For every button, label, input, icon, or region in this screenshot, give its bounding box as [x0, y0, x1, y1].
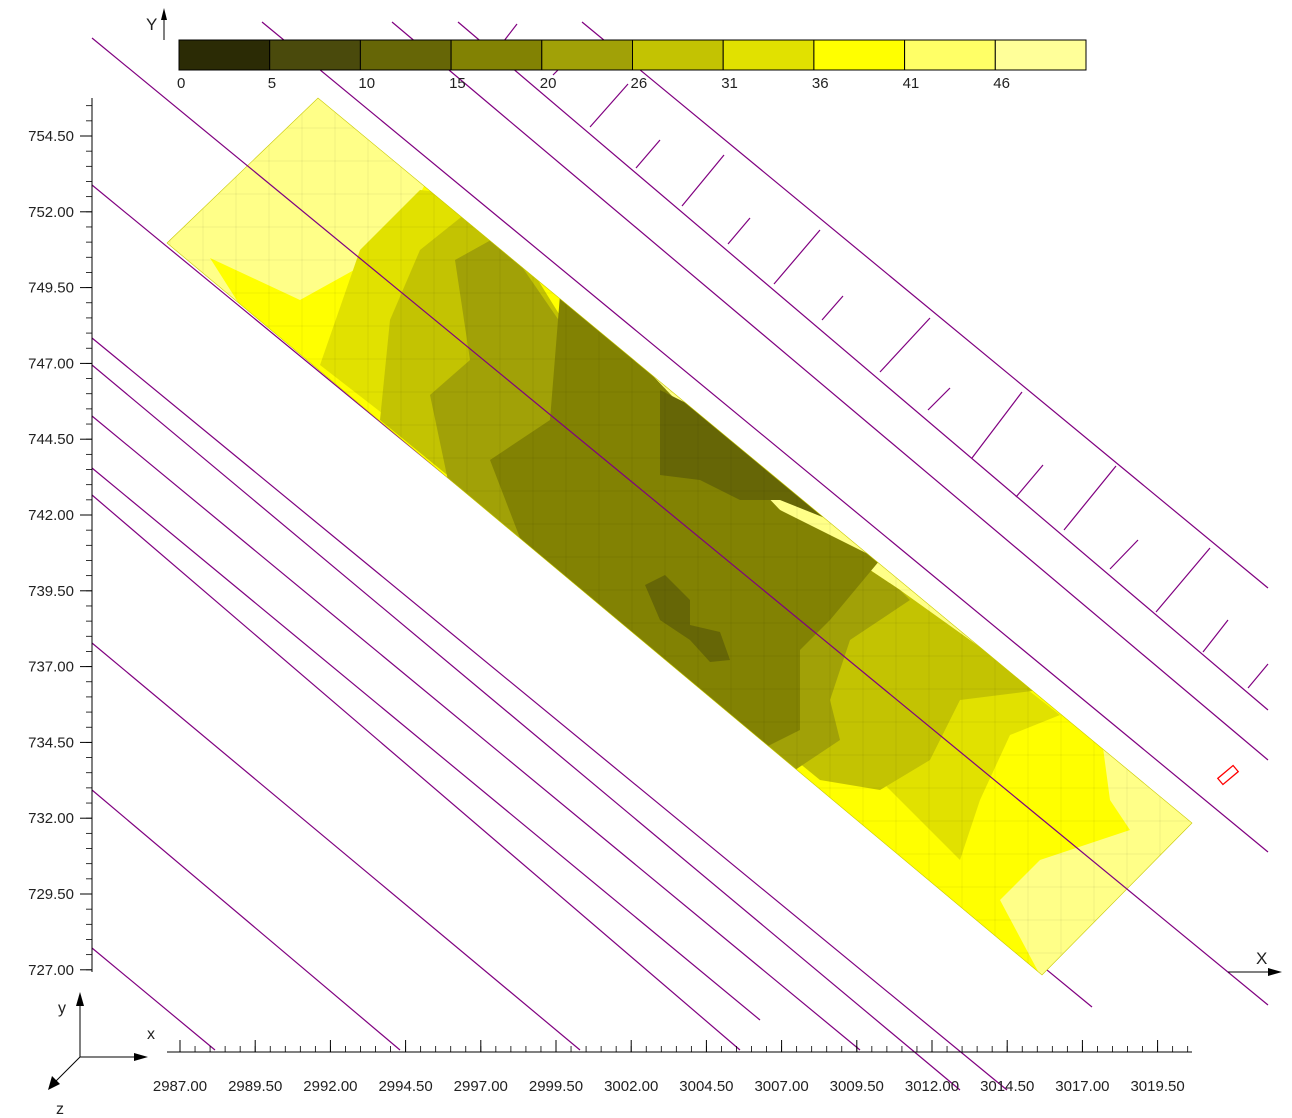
contour-field [167, 98, 1192, 975]
colorbar-label: 15 [449, 75, 466, 92]
x-axis-label: X [1256, 949, 1267, 968]
y-axis-label: Y [146, 15, 157, 34]
colorbar-swatch [541, 39, 633, 71]
y-tick-label: 747.00 [28, 355, 74, 372]
hatch-line [681, 154, 725, 207]
triad-y-label: y [58, 1000, 66, 1017]
colorbar-swatch [904, 39, 996, 71]
hatch-line [879, 317, 931, 373]
hatch-line [1155, 547, 1211, 613]
x-tick-label: 3004.50 [679, 1078, 733, 1095]
colorbar-label: 10 [358, 75, 375, 92]
x-tick-label: 3007.00 [754, 1078, 808, 1095]
y-tick-label: 754.50 [28, 128, 74, 145]
colorbar-swatch [632, 39, 724, 71]
y-arrow-head [161, 8, 167, 20]
diag-line [391, 21, 1269, 761]
contour-band-15 [490, 295, 880, 750]
hatch-line [773, 229, 821, 285]
x-tick-label: 2989.50 [228, 1078, 282, 1095]
x-tick-label: 3012.00 [905, 1078, 959, 1095]
diag-line [91, 364, 961, 1091]
x-tick-label: 3002.00 [604, 1078, 658, 1095]
section-line [91, 37, 1269, 1006]
y-tick-label: 729.50 [28, 886, 74, 903]
colorbar-label: 36 [812, 75, 829, 92]
diag-line [91, 947, 216, 1051]
x-tick-label: 3014.50 [980, 1078, 1034, 1095]
x-tick-label: 2987.00 [153, 1078, 207, 1095]
colorbar-label: 31 [721, 75, 738, 92]
y-tick-label: 739.50 [28, 583, 74, 600]
colorbar-swatch [359, 39, 452, 71]
hatch-line [1063, 465, 1117, 531]
marker-right [1216, 764, 1240, 786]
y-tick-label: 752.00 [28, 204, 74, 221]
diag-line [261, 21, 1269, 853]
colorbar-swatch [722, 39, 815, 71]
y-tick-label: 732.00 [28, 810, 74, 827]
x-tick-label: 3009.50 [830, 1078, 884, 1095]
x-tick-label: 3019.50 [1130, 1078, 1184, 1095]
y-tick-label: 737.00 [28, 659, 74, 676]
axis-triad: y x z [48, 992, 155, 1118]
hatch-line [727, 217, 751, 245]
x-tick-label: 3017.00 [1055, 1078, 1109, 1095]
hatch-line [821, 295, 844, 321]
hatch-line [1202, 619, 1229, 653]
diag-line [581, 21, 1269, 589]
x-tick-label: 2999.50 [529, 1078, 583, 1095]
colorbar-swatch [269, 39, 361, 71]
y-tick-label: 734.50 [28, 734, 74, 751]
x-axis: 2987.00 2989.50 2992.00 2994.50 2997.00 2999.… [153, 1040, 1192, 1095]
reference-lines [91, 21, 1269, 1091]
diag-line [91, 337, 1008, 1091]
diag-line [457, 21, 1269, 711]
hatch-line [1247, 663, 1269, 689]
x-tick-label: 2994.50 [378, 1078, 432, 1095]
x-arrow-head [1268, 968, 1282, 976]
colorbar-label: 26 [631, 75, 648, 92]
contour-band-10b [645, 575, 730, 662]
field-outline [166, 97, 1193, 976]
diag-line [91, 642, 581, 1051]
x-tick-label: 2997.00 [454, 1078, 508, 1095]
colorbar-swatch [450, 39, 543, 71]
hatch-line [927, 387, 951, 411]
x-tick-label: 2992.00 [303, 1078, 357, 1095]
triad-z-label: z [56, 1101, 64, 1118]
colorbar-swatch [994, 39, 1087, 71]
hatch-line [1109, 539, 1139, 570]
y-tick-label: 744.50 [28, 431, 74, 448]
hatch-line [1015, 464, 1044, 498]
diag-line [91, 415, 861, 1051]
colorbar-label: 41 [903, 75, 920, 92]
hatch-line [635, 139, 661, 169]
diag-line [91, 789, 401, 1051]
triad-x-label: x [147, 1026, 155, 1043]
diag-line [91, 467, 761, 1021]
y-tick-label: 749.50 [28, 280, 74, 297]
y-tick-label: 742.00 [28, 507, 74, 524]
colorbar-label: 20 [540, 75, 557, 92]
diag-line [91, 494, 741, 1051]
hatch-line [589, 83, 629, 128]
colorbar-label: 46 [993, 75, 1010, 92]
y-axis: 754.50 752.00 749.50 747.00 744.50 742.00 739.… [28, 98, 93, 979]
colorbar-swatch [178, 39, 271, 71]
y-tick-label: 727.00 [28, 962, 74, 979]
colorbar-label: 0 [177, 75, 185, 92]
colorbar: 0 5 10 15 20 26 31 36 41 46 [177, 39, 1087, 92]
hatch-line [971, 391, 1023, 459]
colorbar-label: 5 [268, 75, 276, 92]
colorbar-swatch [813, 39, 906, 71]
